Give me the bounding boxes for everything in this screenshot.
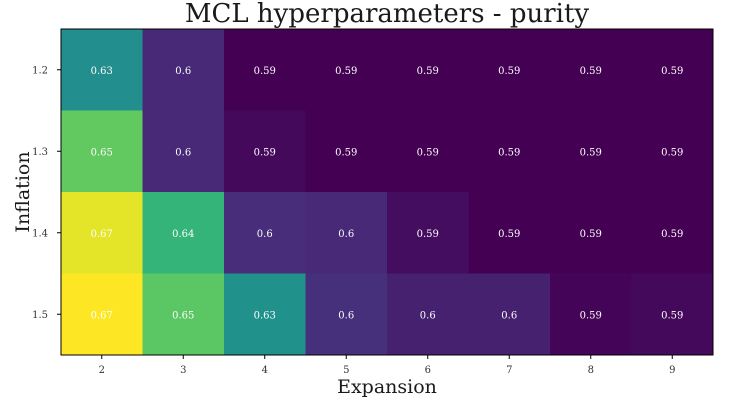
cell-value-label: 0.59 [254,66,276,77]
x-tick-label: 4 [262,365,268,376]
heatmap-cell [61,29,143,111]
heatmap-cell [224,29,306,111]
cell-value-label: 0.59 [580,229,602,240]
x-tick-label: 6 [425,365,431,376]
cell-value-label: 0.59 [335,147,357,158]
cell-value-label: 0.65 [172,310,194,321]
x-axis-ticks: 2 3 4 5 6 7 8 9 [99,355,675,376]
y-tick-label: 1.3 [32,147,48,158]
heatmap-cell [61,273,143,356]
heatmap-cell [224,273,306,356]
cell-value-label: 0.6 [420,310,436,321]
heatmap-cell [468,110,551,193]
heatmap-cell [550,110,632,193]
heatmap-cell [61,110,143,193]
cell-value-label: 0.63 [91,66,113,77]
plot-frame [60,28,714,356]
chart-title: MCL hyperparameters - purity [185,0,590,29]
cell-value-label: 0.6 [175,147,191,158]
heatmap-cell [224,110,306,193]
heatmap-cell [468,273,551,356]
cell-value-label: 0.59 [661,66,683,77]
heatmap-cell [142,29,225,111]
heatmap-cell [631,273,714,356]
cell-value-label: 0.6 [338,229,354,240]
heatmap-cell [305,273,388,356]
heatmap-cell [224,192,306,274]
y-axis-label: Inflation [12,151,34,232]
heatmap-cell [142,273,225,356]
heatmap-cell [387,192,469,274]
x-tick-label: 3 [180,365,186,376]
heatmap-cell [142,192,225,274]
x-tick-label: 2 [99,365,105,376]
heatmap-cell [550,273,632,356]
heatmap-cell [550,29,632,111]
cell-value-label: 0.6 [175,66,191,77]
heatmap-cell [631,29,714,111]
cell-value-label: 0.65 [91,147,113,158]
heatmap-cell [305,29,388,111]
x-tick-label: 7 [506,365,512,376]
heatmap-cell [387,110,469,193]
y-axis-ticks: 1.2 1.3 1.4 1.5 [32,65,61,321]
x-tick-label: 9 [669,365,675,376]
heatmap-cells [61,29,714,356]
heatmap-cell [631,110,714,193]
heatmap-cell [305,110,388,193]
cell-value-label: 0.63 [254,310,276,321]
heatmap-cell [387,273,469,356]
heatmap-cell-labels: 0.63 0.6 0.59 0.59 0.59 0.59 0.59 0.59 0.65 0.6 0.… [91,66,684,322]
cell-value-label: 0.59 [335,66,357,77]
cell-value-label: 0.64 [172,229,194,240]
cell-value-label: 0.6 [257,229,273,240]
cell-value-label: 0.59 [661,147,683,158]
heatmap-cell [61,192,143,274]
heatmap-cell [631,192,714,274]
heatmap-cell [142,110,225,193]
cell-value-label: 0.6 [501,310,517,321]
heatmap-cell [305,192,388,274]
cell-value-label: 0.59 [417,66,439,77]
cell-value-label: 0.67 [91,229,113,240]
cell-value-label: 0.59 [580,147,602,158]
cell-value-label: 0.59 [498,229,520,240]
heatmap-cell [550,192,632,274]
y-tick-label: 1.5 [32,310,48,321]
x-axis-label: Expansion [337,376,437,398]
x-tick-label: 8 [588,365,594,376]
cell-value-label: 0.59 [417,229,439,240]
cell-value-label: 0.59 [661,310,683,321]
heatmap-cell [468,192,551,274]
cell-value-label: 0.59 [417,147,439,158]
heatmap-cell [387,29,469,111]
cell-value-label: 0.59 [254,147,276,158]
heatmap-cell [468,29,551,111]
cell-value-label: 0.59 [661,229,683,240]
cell-value-label: 0.59 [580,310,602,321]
y-tick-label: 1.2 [32,65,48,76]
cell-value-label: 0.6 [338,310,354,321]
cell-value-label: 0.67 [91,310,113,321]
cell-value-label: 0.59 [498,147,520,158]
cell-value-label: 0.59 [580,66,602,77]
x-tick-label: 5 [343,365,349,376]
y-tick-label: 1.4 [32,228,48,239]
cell-value-label: 0.59 [498,66,520,77]
